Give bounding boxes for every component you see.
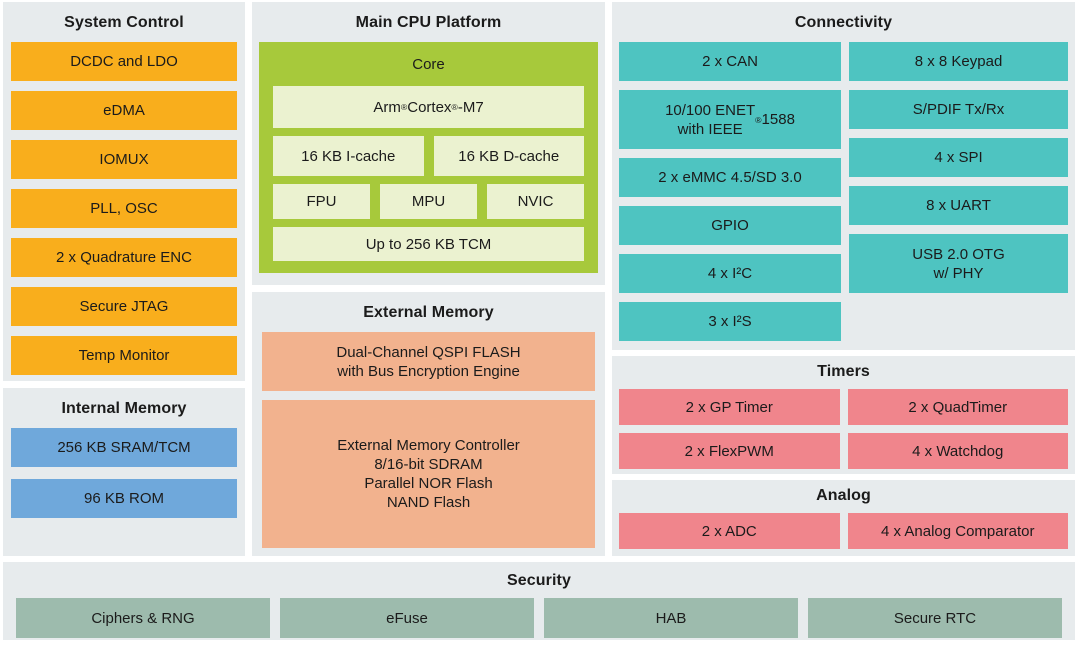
connectivity-columns: 2 x CAN 10/100 ENET with IEEE ® 1588 2 x … [612,42,1075,341]
analog-blocks: 2 x ADC 4 x Analog Comparator [612,513,1075,549]
block-tcm: Up to 256 KB TCM [273,227,584,261]
block-iomux: IOMUX [11,140,237,179]
block-hab: HAB [544,598,798,638]
analog-title: Analog [816,487,871,504]
external-memory-blocks: Dual-Channel QSPI FLASH with Bus Encrypt… [252,332,605,548]
internal-memory-blocks: 256 KB SRAM/TCM 96 KB ROM [3,428,245,518]
panel-timers: Timers 2 x GP Timer 2 x QuadTimer 2 x Fl… [612,356,1075,474]
panel-connectivity: Connectivity 2 x CAN 10/100 ENET with IE… [612,2,1075,350]
block-watchdog: 4 x Watchdog [847,433,1068,469]
block-spdif: S/PDIF Tx/Rx [849,90,1068,129]
block-edma: eDMA [11,91,237,130]
block-i2c: 4 x I²C [619,254,841,293]
block-dcache: 16 KB D-cache [433,136,584,176]
timers-blocks: 2 x GP Timer 2 x QuadTimer 2 x FlexPWM 4… [612,389,1075,469]
block-temp-monitor: Temp Monitor [11,336,237,375]
block-nvic: NVIC [487,184,584,219]
connectivity-left-column: 2 x CAN 10/100 ENET with IEEE ® 1588 2 x … [619,42,841,341]
panel-analog: Analog 2 x ADC 4 x Analog Comparator [612,480,1075,556]
block-external-memory-controller: External Memory Controller 8/16-bit SDRA… [262,400,595,548]
security-title: Security [507,572,571,589]
block-usb-otg: USB 2.0 OTG w/ PHY [849,234,1068,293]
block-sram-tcm: 256 KB SRAM/TCM [11,428,237,467]
block-pll-osc: PLL, OSC [11,189,237,228]
block-cortex-m7: Arm ® Cortex ® -M7 [273,86,584,128]
system-control-blocks: DCDC and LDO eDMA IOMUX PLL, OSC 2 x Qua… [3,42,245,375]
block-enet: 10/100 ENET with IEEE ® 1588 [619,90,841,149]
block-quadrature-enc: 2 x Quadrature ENC [11,238,237,277]
core-container: Core Arm ® Cortex ® -M7 16 KB I-cache 16 KB… [259,42,598,273]
block-gpio: GPIO [619,206,841,245]
block-secure-jtag: Secure JTAG [11,287,237,326]
core-label: Core [412,55,445,73]
block-can: 2 x CAN [619,42,841,81]
internal-memory-title: Internal Memory [61,400,187,417]
block-i2s: 3 x I²S [619,302,841,341]
panel-external-memory: External Memory Dual-Channel QSPI FLASH … [252,292,605,556]
block-gp-timer: 2 x GP Timer [619,389,840,425]
block-adc: 2 x ADC [619,513,840,549]
block-emmc-sd: 2 x eMMC 4.5/SD 3.0 [619,158,841,197]
block-ciphers-rng: Ciphers & RNG [16,598,270,638]
timers-title: Timers [817,363,870,380]
block-keypad: 8 x 8 Keypad [849,42,1068,81]
block-rom: 96 KB ROM [11,479,237,518]
block-icache: 16 KB I-cache [273,136,424,176]
system-control-title: System Control [64,14,184,31]
block-efuse: eFuse [280,598,534,638]
panel-internal-memory: Internal Memory 256 KB SRAM/TCM 96 KB RO… [3,388,245,556]
block-analog-comparator: 4 x Analog Comparator [847,513,1068,549]
cache-row: 16 KB I-cache 16 KB D-cache [273,136,584,176]
connectivity-title: Connectivity [794,14,893,31]
panel-system-control: System Control DCDC and LDO eDMA IOMUX P… [3,2,245,381]
block-fpu: FPU [273,184,370,219]
block-spi: 4 x SPI [849,138,1068,177]
block-uart: 8 x UART [849,186,1068,225]
main-cpu-title: Main CPU Platform [355,14,502,31]
panel-main-cpu: Main CPU Platform Core Arm ® Cortex ® -M7 1… [252,2,605,285]
connectivity-right-column: 8 x 8 Keypad S/PDIF Tx/Rx 4 x SPI 8 x UA… [849,42,1068,341]
security-blocks: Ciphers & RNG eFuse HAB Secure RTC [3,598,1075,638]
panel-security: Security Ciphers & RNG eFuse HAB Secure … [3,562,1075,640]
block-quadtimer: 2 x QuadTimer [847,389,1068,425]
block-secure-rtc: Secure RTC [808,598,1062,638]
block-flexpwm: 2 x FlexPWM [619,433,840,469]
block-qspi-flash: Dual-Channel QSPI FLASH with Bus Encrypt… [262,332,595,391]
block-dcdc-ldo: DCDC and LDO [11,42,237,81]
block-mpu: MPU [380,184,477,219]
fpu-mpu-nvic-row: FPU MPU NVIC [273,184,584,219]
external-memory-title: External Memory [363,304,494,321]
